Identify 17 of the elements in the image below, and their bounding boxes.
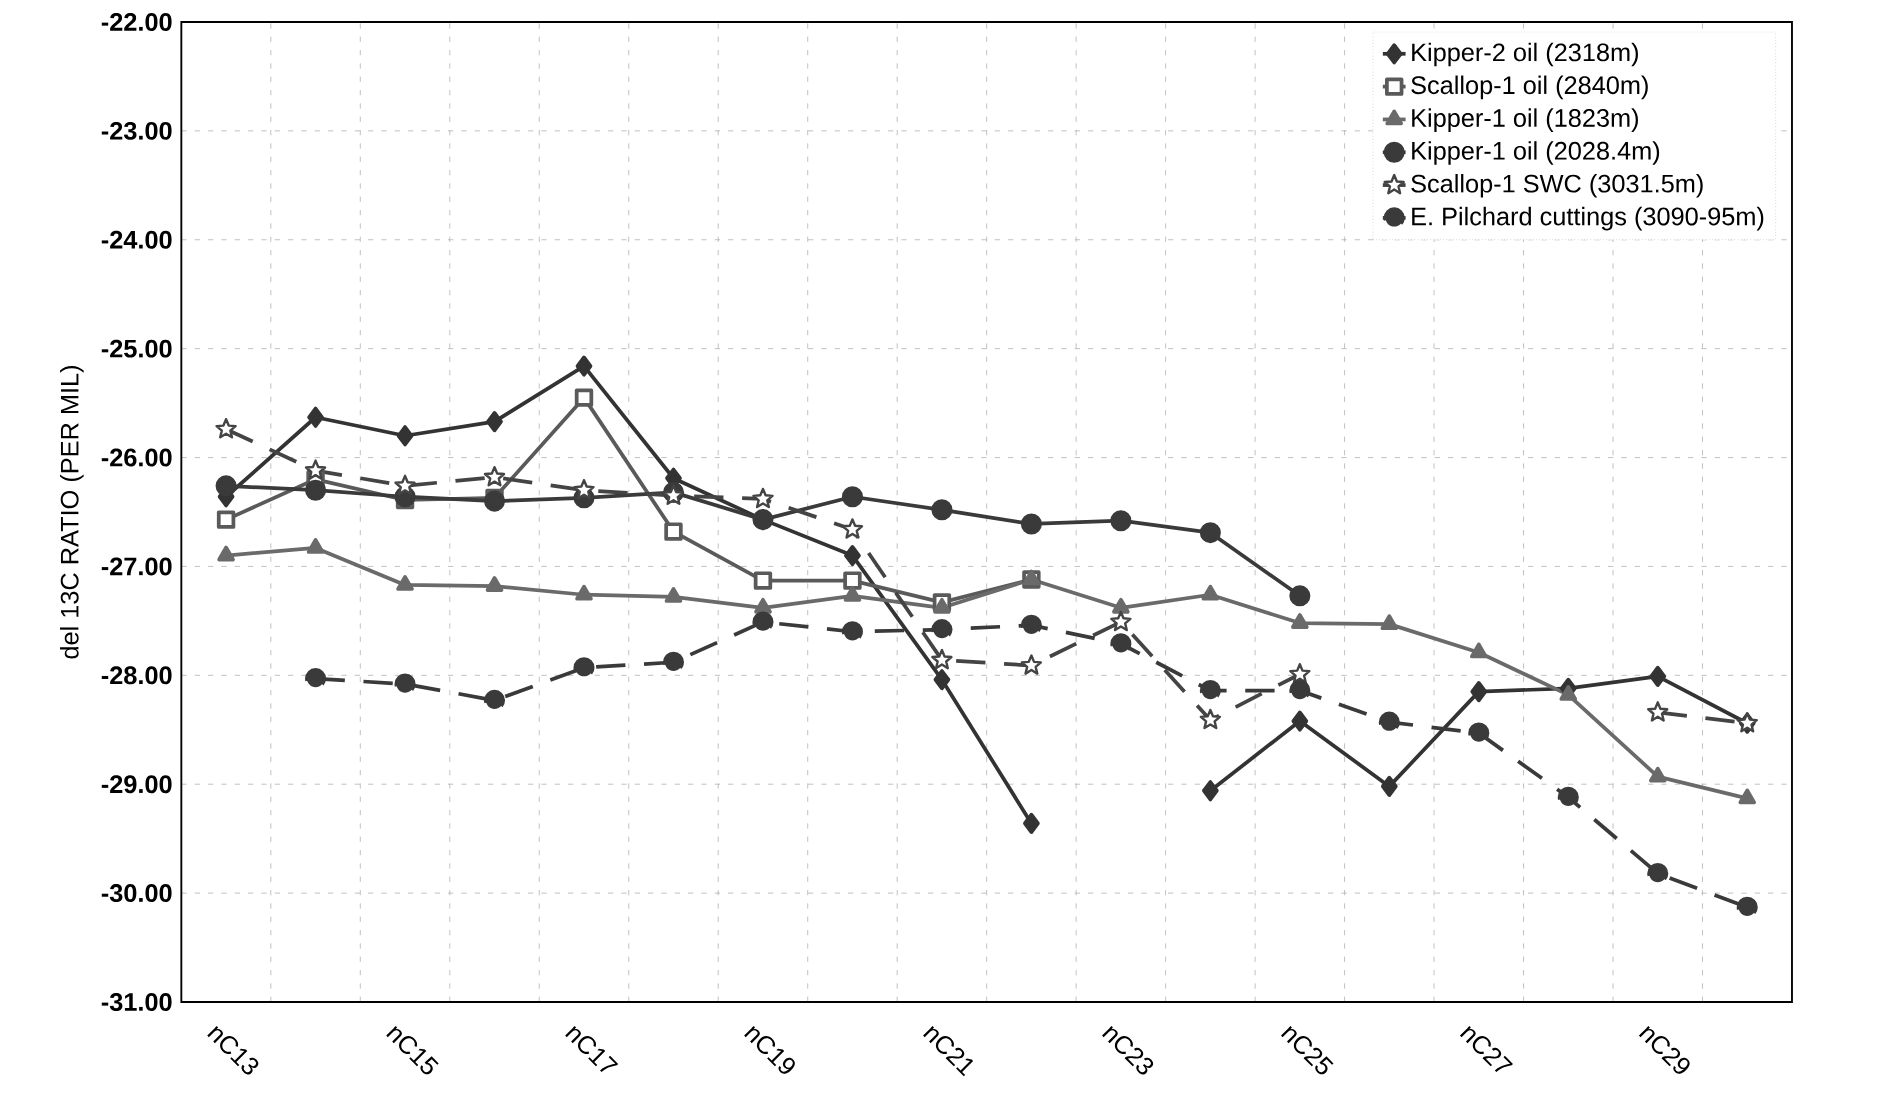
legend-label: Kipper-2 oil (2318m): [1412, 42, 1638, 67]
legend-label: Kipper-1 oil (1823m): [1412, 108, 1638, 132]
legend-label: Scallop-1 oil (2840m): [1411, 75, 1648, 100]
y-tick-label: -28.00: [101, 666, 172, 685]
legend-label: Kipper-1 oil (2028.4m): [1412, 141, 1660, 165]
y-tick-label: -31.00: [101, 993, 172, 1011]
y-tick-label: -30.00: [101, 884, 172, 903]
y-tick-label: -22.00: [101, 13, 172, 31]
y-axis-title: del 13C RATIO (PER MIL): [60, 366, 84, 659]
legend-label: E. Pilchard cuttings (3090-95m): [1412, 206, 1764, 231]
y-tick-label: -29.00: [101, 775, 172, 794]
y-tick-label: -24.00: [101, 230, 172, 249]
legend-label: Scallop-1 SWC (3031.5m): [1411, 174, 1703, 198]
y-tick-label: -23.00: [101, 121, 172, 140]
y-tick-label: -27.00: [101, 557, 172, 576]
y-tick-label: -25.00: [101, 339, 172, 358]
y-tick-label: -26.00: [101, 448, 172, 467]
